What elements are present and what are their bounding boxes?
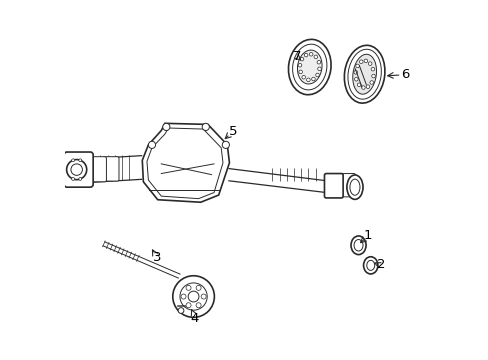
Circle shape (306, 78, 309, 82)
Circle shape (359, 60, 362, 63)
Circle shape (148, 141, 155, 148)
Text: 7: 7 (293, 50, 301, 63)
Text: 2: 2 (376, 258, 385, 271)
Circle shape (66, 159, 86, 180)
Circle shape (301, 75, 305, 79)
FancyBboxPatch shape (64, 152, 93, 187)
Circle shape (315, 73, 319, 77)
Ellipse shape (352, 54, 376, 94)
Circle shape (311, 77, 315, 81)
Circle shape (79, 177, 81, 180)
Circle shape (201, 294, 206, 299)
Circle shape (300, 57, 303, 61)
Circle shape (185, 285, 191, 291)
Circle shape (222, 141, 229, 148)
Circle shape (369, 81, 373, 84)
Ellipse shape (297, 50, 322, 84)
FancyBboxPatch shape (102, 157, 119, 181)
Ellipse shape (366, 260, 374, 270)
Ellipse shape (349, 179, 359, 195)
Circle shape (353, 71, 357, 74)
Circle shape (367, 62, 371, 66)
Text: 1: 1 (363, 229, 372, 242)
Polygon shape (142, 123, 229, 202)
Circle shape (163, 123, 169, 131)
Text: 6: 6 (400, 68, 408, 81)
Circle shape (196, 303, 201, 308)
Circle shape (361, 86, 365, 89)
Text: 3: 3 (153, 251, 162, 264)
Circle shape (304, 53, 307, 57)
Polygon shape (147, 128, 223, 199)
Circle shape (79, 159, 81, 162)
Ellipse shape (347, 49, 381, 99)
Ellipse shape (353, 239, 362, 251)
FancyBboxPatch shape (339, 174, 355, 197)
Circle shape (298, 70, 302, 74)
FancyBboxPatch shape (324, 174, 343, 198)
Ellipse shape (292, 44, 326, 90)
Circle shape (354, 77, 357, 81)
Circle shape (71, 164, 82, 175)
Circle shape (178, 308, 183, 314)
Circle shape (196, 285, 201, 291)
Circle shape (366, 85, 369, 89)
Circle shape (371, 74, 374, 78)
Circle shape (180, 283, 207, 310)
Circle shape (72, 159, 74, 162)
Circle shape (72, 177, 74, 180)
Circle shape (313, 55, 317, 59)
Circle shape (317, 60, 320, 64)
Ellipse shape (346, 175, 362, 199)
Ellipse shape (288, 39, 330, 95)
Text: 5: 5 (228, 125, 237, 138)
Circle shape (181, 294, 185, 299)
Circle shape (317, 67, 321, 71)
Ellipse shape (350, 236, 366, 255)
Circle shape (185, 303, 191, 308)
Circle shape (370, 67, 374, 71)
Circle shape (188, 291, 199, 302)
Circle shape (364, 59, 367, 63)
Circle shape (309, 53, 312, 56)
Circle shape (298, 63, 301, 67)
Circle shape (172, 276, 214, 318)
Ellipse shape (344, 45, 384, 103)
Circle shape (202, 123, 209, 131)
Circle shape (355, 64, 359, 68)
FancyBboxPatch shape (88, 157, 106, 182)
Ellipse shape (363, 257, 377, 274)
Circle shape (357, 83, 360, 87)
Text: 4: 4 (190, 311, 198, 325)
